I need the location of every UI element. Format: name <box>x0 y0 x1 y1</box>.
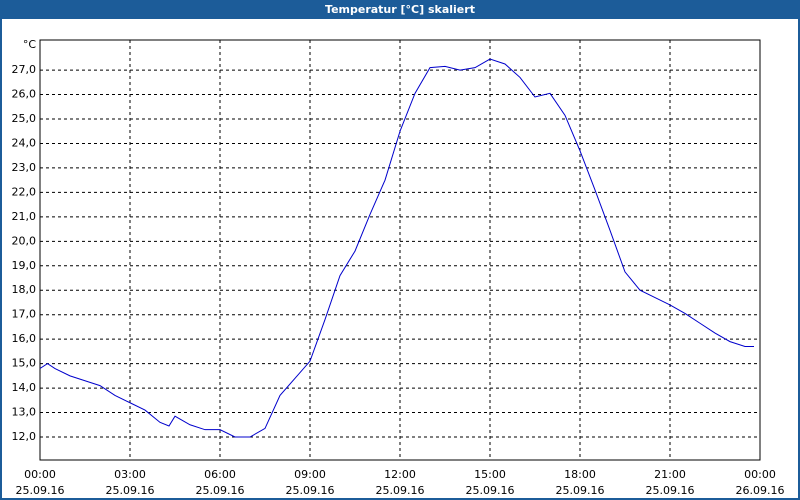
x-tick-date: 25.09.16 <box>646 484 695 497</box>
y-tick-label: 20,0 <box>12 234 37 247</box>
y-tick-label: 23,0 <box>12 161 37 174</box>
x-tick-date: 25.09.16 <box>466 484 515 497</box>
y-tick-label: 17,0 <box>12 308 37 321</box>
chart-title: Temperatur [°C] skaliert <box>325 3 475 16</box>
y-tick-label: 12,0 <box>12 430 37 443</box>
y-tick-label: 19,0 <box>12 259 37 272</box>
x-tick-label: 00:00 <box>24 468 56 481</box>
y-tick-label: 27,0 <box>12 63 37 76</box>
x-tick-date: 25.09.16 <box>196 484 245 497</box>
y-tick-label: 16,0 <box>12 332 37 345</box>
y-tick-label: 25,0 <box>12 112 37 125</box>
x-tick-label: 09:00 <box>294 468 326 481</box>
x-tick-date: 25.09.16 <box>556 484 605 497</box>
x-tick-label: 21:00 <box>654 468 686 481</box>
x-tick-label: 00:00 <box>744 468 776 481</box>
y-unit: °C <box>23 38 37 51</box>
y-tick-label: 15,0 <box>12 357 37 370</box>
y-tick-label: 26,0 <box>12 88 37 101</box>
x-tick-date: 25.09.16 <box>286 484 335 497</box>
x-tick-label: 18:00 <box>564 468 596 481</box>
plot-border <box>39 39 761 461</box>
y-tick-label: 14,0 <box>12 381 37 394</box>
y-tick-label: 18,0 <box>12 283 37 296</box>
y-tick-label: 22,0 <box>12 185 37 198</box>
x-tick-label: 15:00 <box>474 468 506 481</box>
y-tick-label: 21,0 <box>12 210 37 223</box>
x-tick-date: 25.09.16 <box>106 484 155 497</box>
x-tick-label: 12:00 <box>384 468 416 481</box>
x-tick-label: 03:00 <box>114 468 146 481</box>
y-tick-label: 13,0 <box>12 406 37 419</box>
y-tick-label: 24,0 <box>12 136 37 149</box>
x-tick-date: 25.09.16 <box>376 484 425 497</box>
x-tick-date: 25.09.16 <box>16 484 65 497</box>
x-tick-date: 26.09.16 <box>736 484 785 497</box>
temperature-line <box>39 58 754 438</box>
x-tick-label: 06:00 <box>204 468 236 481</box>
